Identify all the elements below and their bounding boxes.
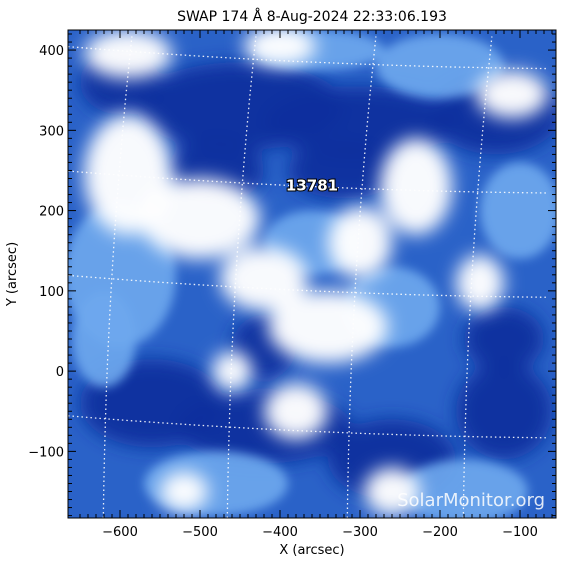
intensity-blob: [464, 306, 544, 372]
y-axis-title: Y (arcsec): [5, 242, 20, 307]
intensity-blob: [456, 363, 552, 460]
intensity-blob: [268, 290, 388, 364]
x-tick-label: −500: [182, 525, 218, 540]
x-tick-label: −200: [422, 525, 458, 540]
intensity-blob: [400, 459, 528, 518]
intensity-blob: [456, 254, 504, 311]
euv-intensity-image: [68, 30, 556, 518]
x-tick-label: −400: [262, 525, 298, 540]
x-tick-label: −300: [342, 525, 378, 540]
intensity-blob: [328, 206, 392, 279]
y-tick-label: −100: [28, 445, 64, 460]
intensity-blob: [160, 471, 208, 512]
latitude-line: [68, 45, 549, 70]
latitude-line: [68, 274, 549, 298]
y-axis-ticks: −100 0 100 200 300 400: [28, 33, 556, 517]
active-region-labels: 13781: [285, 176, 339, 196]
intensity-blob: [480, 162, 556, 259]
intensity-blob: [244, 30, 316, 67]
intensity-blob: [476, 70, 548, 119]
longitude-line: [102, 36, 133, 518]
y-tick-label: 100: [39, 285, 64, 300]
intensity-blob: [264, 383, 328, 440]
x-tick-label: −100: [502, 525, 538, 540]
intensity-blob: [380, 138, 452, 235]
intensity-blob: [376, 34, 504, 99]
y-tick-label: 300: [39, 124, 64, 139]
y-tick-label: 400: [39, 44, 64, 59]
bright-regions: [84, 30, 548, 516]
latitude-line: [68, 170, 549, 194]
intensity-blob: [364, 467, 420, 516]
x-axis-ticks: −600 −500 −400 −300 −200 −100: [79, 30, 553, 540]
intensity-blob: [140, 178, 260, 259]
intensity-blob: [72, 290, 136, 388]
intensity-blob: [288, 142, 400, 199]
active-region-label: 13781: [286, 177, 338, 195]
y-tick-label: 0: [56, 365, 64, 380]
latitude-line: [68, 415, 549, 439]
intensity-blob: [220, 246, 308, 311]
longitude-line: [462, 36, 493, 518]
longitude-line: [226, 36, 257, 518]
x-tick-label: −600: [102, 525, 138, 540]
y-tick-label: 200: [39, 205, 64, 220]
longitude-line: [346, 36, 377, 518]
intensity-blob: [212, 351, 252, 392]
chart-title: SWAP 174 Å 8-Aug-2024 22:33:06.193: [177, 8, 447, 25]
intensity-blob: [84, 30, 172, 79]
watermark: SolarMonitor.org: [397, 490, 545, 511]
heliographic-grid: [68, 36, 549, 518]
x-axis-title: X (arcsec): [279, 543, 344, 558]
